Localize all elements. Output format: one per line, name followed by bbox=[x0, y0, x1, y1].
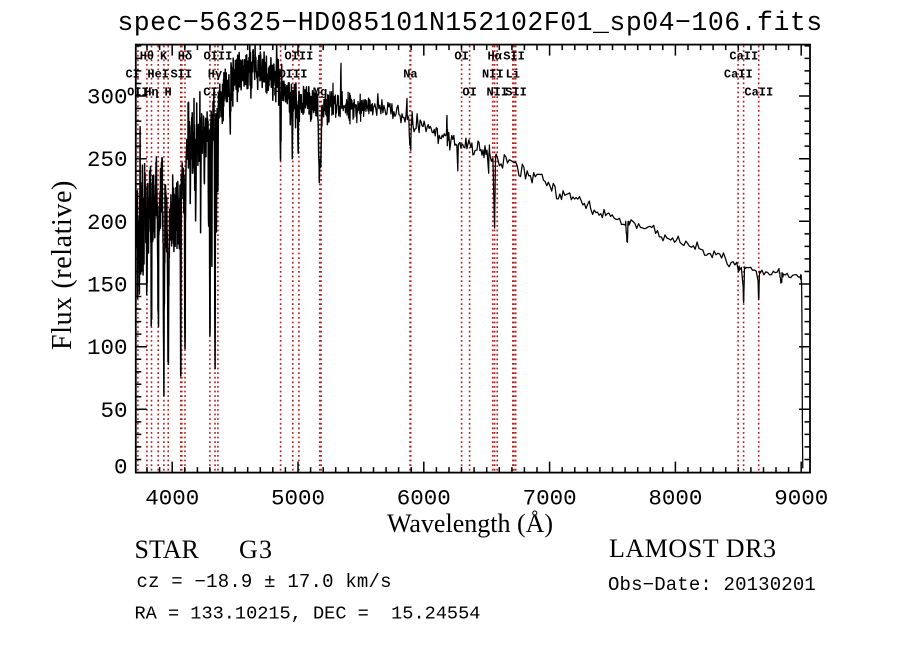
svg-text:Hβ: Hβ bbox=[273, 86, 287, 100]
svg-text:LAMOST DR3: LAMOST DR3 bbox=[609, 534, 777, 563]
svg-text:OII: OII bbox=[127, 86, 149, 100]
svg-text:300: 300 bbox=[87, 85, 128, 111]
svg-text:CI: CI bbox=[125, 68, 139, 82]
svg-text:50: 50 bbox=[100, 398, 127, 424]
svg-text:HeI: HeI bbox=[147, 68, 169, 82]
svg-text:OIII: OIII bbox=[279, 68, 308, 82]
svg-text:Hη: Hη bbox=[144, 86, 158, 100]
svg-text:OI: OI bbox=[454, 50, 468, 64]
svg-text:7000: 7000 bbox=[523, 486, 577, 512]
svg-text:RA = 133.10215, DEC = 15.2455: RA = 133.10215, DEC = 15.24554 bbox=[135, 604, 481, 625]
svg-text:Hδ: Hδ bbox=[178, 50, 192, 64]
svg-text:200: 200 bbox=[87, 210, 128, 236]
svg-text:0: 0 bbox=[114, 455, 128, 481]
svg-text:SII: SII bbox=[503, 50, 525, 64]
svg-text:Mg: Mg bbox=[313, 86, 327, 100]
svg-text:Flux (relative): Flux (relative) bbox=[47, 180, 78, 350]
svg-text:Hα: Hα bbox=[487, 50, 502, 64]
svg-text:Hγ: Hγ bbox=[208, 68, 222, 82]
svg-text:OI: OI bbox=[462, 86, 476, 100]
svg-text:150: 150 bbox=[87, 273, 128, 299]
svg-text:Na: Na bbox=[403, 68, 417, 82]
svg-text:4000: 4000 bbox=[145, 486, 199, 512]
svg-text:250: 250 bbox=[87, 147, 128, 173]
svg-text:K: K bbox=[160, 50, 168, 64]
svg-text:H: H bbox=[164, 86, 171, 100]
svg-text:NII: NII bbox=[482, 68, 504, 82]
svg-text:8000: 8000 bbox=[648, 486, 702, 512]
svg-text:SII: SII bbox=[505, 86, 527, 100]
svg-text:OIII: OIII bbox=[284, 50, 313, 64]
svg-text:5000: 5000 bbox=[271, 486, 325, 512]
svg-text:CaII: CaII bbox=[729, 50, 758, 64]
svg-text:G3: G3 bbox=[239, 535, 273, 564]
svg-text:Wavelength (Å): Wavelength (Å) bbox=[387, 509, 553, 538]
svg-text:9000: 9000 bbox=[774, 486, 828, 512]
svg-text:CaII: CaII bbox=[744, 86, 773, 100]
svg-text:Hθ: Hθ bbox=[140, 50, 154, 64]
svg-text:CaII: CaII bbox=[724, 68, 753, 82]
svg-text:Obs−Date: 20130201: Obs−Date: 20130201 bbox=[608, 574, 816, 596]
svg-text:OIII: OIII bbox=[203, 50, 232, 64]
svg-text:SII: SII bbox=[170, 68, 192, 82]
svg-text:STAR: STAR bbox=[135, 535, 200, 564]
svg-text:6000: 6000 bbox=[397, 486, 451, 512]
svg-text:Li: Li bbox=[506, 68, 520, 82]
svg-text:NII: NII bbox=[486, 86, 508, 100]
svg-text:spec−56325−HD085101N152102F01_: spec−56325−HD085101N152102F01_sp04−106.f… bbox=[117, 8, 822, 38]
svg-text:cz = −18.9 ± 17.0 km/s: cz = −18.9 ± 17.0 km/s bbox=[137, 571, 392, 593]
svg-text:CI: CI bbox=[203, 86, 217, 100]
svg-text:100: 100 bbox=[87, 335, 128, 361]
